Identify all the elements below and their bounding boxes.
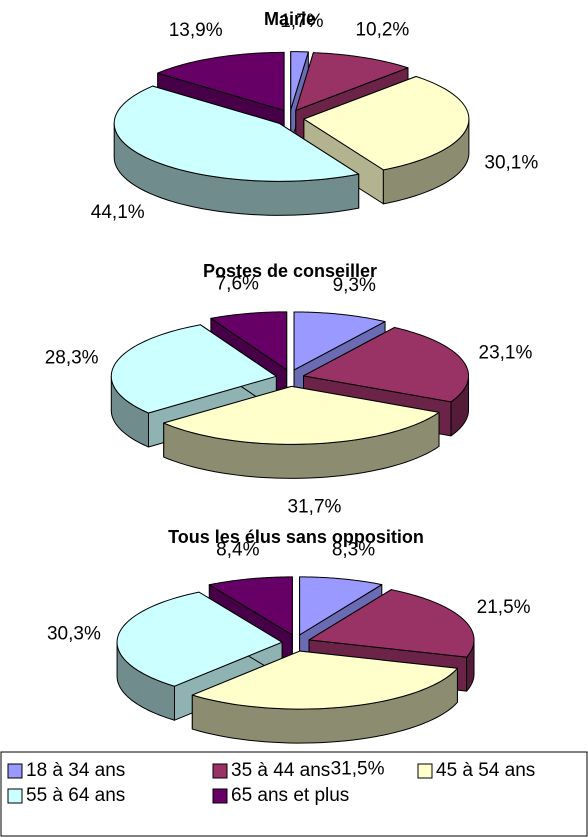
- slice-top: [303, 326, 470, 403]
- data-label: 8,4%: [216, 539, 259, 560]
- data-label: 7,6%: [216, 274, 259, 295]
- legend-swatch: [212, 788, 228, 804]
- legend-label: 55 à 64 ans: [26, 785, 125, 806]
- chart-title: Tous les élus sans opposition: [168, 527, 424, 547]
- data-label: 13,9%: [169, 20, 223, 41]
- slice-top: [113, 85, 360, 182]
- slice-top: [299, 576, 383, 636]
- data-label: 44,1%: [91, 202, 145, 223]
- slice-top: [210, 311, 288, 371]
- data-label: 31,5%: [331, 758, 385, 779]
- slice-top: [303, 75, 470, 171]
- legend-swatch: [417, 763, 433, 779]
- data-label: 30,3%: [47, 623, 101, 644]
- data-label: 31,7%: [288, 496, 342, 517]
- slice-top: [163, 385, 440, 445]
- slice-top: [157, 51, 285, 111]
- data-label: 30,1%: [484, 153, 538, 174]
- pie-slice: [163, 385, 440, 479]
- slice-top: [293, 311, 386, 371]
- data-label: 21,5%: [477, 597, 531, 618]
- pie-slice: [303, 75, 470, 205]
- data-label: 8,3%: [332, 539, 375, 560]
- pie-slice: [113, 85, 360, 216]
- legend-swatch: [7, 788, 23, 804]
- pie-slice: [191, 650, 458, 744]
- data-label: 9,3%: [333, 275, 376, 296]
- legend-label: 45 à 54 ans: [436, 760, 535, 781]
- legend-box: [0, 751, 588, 837]
- legend-label: 35 à 44 ans: [231, 760, 330, 781]
- legend-label: 18 à 34 ans: [26, 760, 125, 781]
- legend-swatch: [212, 763, 228, 779]
- chart-title: Postes de conseiller: [203, 261, 377, 281]
- legend-swatch: [7, 763, 23, 779]
- chart-title: Mairie: [264, 9, 316, 29]
- data-label: 28,3%: [45, 348, 99, 369]
- legend-label: 65 ans et plus: [231, 785, 349, 806]
- slice-top: [308, 589, 475, 658]
- data-label: 23,1%: [479, 342, 533, 363]
- slice-top: [110, 324, 277, 414]
- data-label: 10,2%: [355, 20, 409, 41]
- data-label: 1,7%: [280, 11, 323, 32]
- slice-top: [295, 52, 409, 111]
- slice-top: [290, 51, 309, 111]
- slice-top: [208, 576, 293, 636]
- slice-top: [116, 591, 283, 687]
- slice-top: [191, 650, 458, 710]
